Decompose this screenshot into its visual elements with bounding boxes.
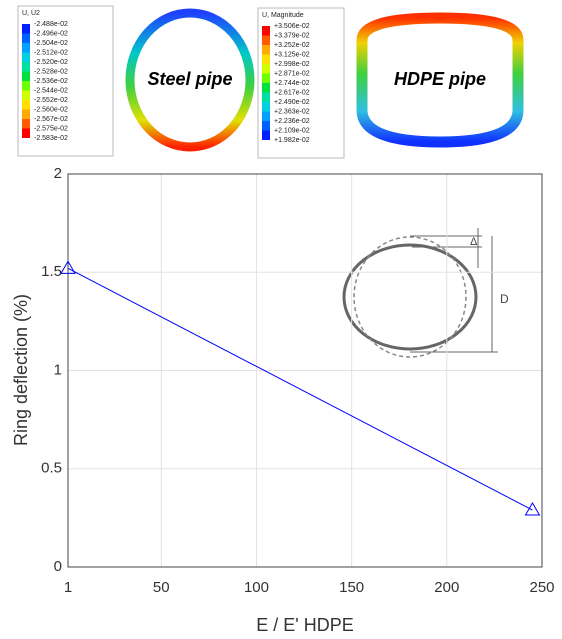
legend-level: +3.125e-02 (274, 51, 310, 58)
legend-swatch (22, 90, 30, 100)
legend-swatch (262, 121, 270, 131)
legend-level: -2.496e-02 (34, 30, 68, 37)
legend-level: +2.744e-02 (274, 80, 310, 87)
legend-swatch (262, 83, 270, 93)
legend-level: +2.617e-02 (274, 89, 310, 96)
legend-swatch (22, 128, 30, 138)
steel-ring (125, 8, 255, 152)
x-tick-label: 250 (529, 579, 554, 596)
pipe-label: Steel pipe (147, 69, 232, 89)
legend-swatch (262, 111, 270, 121)
y-tick-label: 1 (54, 361, 62, 378)
legend-level: -2.552e-02 (34, 97, 68, 104)
inset-label: Δ (470, 236, 478, 248)
marker (60, 260, 76, 274)
legend-box (257, 7, 345, 159)
pipe-label: HDPE pipe (394, 69, 486, 89)
legend-swatch (262, 130, 270, 140)
x-tick-label: 150 (339, 579, 364, 596)
legend-level: +2.363e-02 (274, 108, 310, 115)
legend-swatch (262, 73, 270, 83)
legend-swatch (262, 26, 270, 36)
legend-level: -2.583e-02 (34, 135, 68, 142)
legend-title: U, Magnitude (262, 12, 304, 19)
legend-level: -2.520e-02 (34, 59, 68, 66)
legend-level: +2.490e-02 (274, 99, 310, 106)
legend-swatch (262, 64, 270, 74)
legend-swatch (262, 54, 270, 64)
legend-level: -2.488e-02 (34, 21, 68, 28)
legend-level: +2.236e-02 (274, 118, 310, 125)
legend-level: -2.536e-02 (34, 78, 68, 85)
legend-level: -2.504e-02 (34, 40, 68, 47)
legend-level: +2.998e-02 (274, 61, 310, 68)
x-tick-label: 200 (434, 579, 459, 596)
legend-swatch (22, 43, 30, 53)
legend-swatch (22, 81, 30, 91)
legend-box (17, 5, 114, 157)
legend-level: -2.567e-02 (34, 116, 68, 123)
legend-swatch (22, 24, 30, 34)
legend-level: +2.109e-02 (274, 127, 310, 134)
legend-swatch (262, 92, 270, 102)
legend-level: +2.871e-02 (274, 70, 310, 77)
y-tick-label: 0.5 (41, 460, 62, 477)
legend-level: -2.560e-02 (34, 106, 68, 113)
legend-swatch (22, 62, 30, 72)
legend-swatch (262, 35, 270, 45)
legend-swatch (262, 102, 270, 112)
legend-level: +3.506e-02 (274, 23, 310, 30)
legend-swatch (22, 100, 30, 110)
legend-level: +3.379e-02 (274, 32, 310, 39)
plot-frame (67, 173, 543, 568)
y-tick-label: 2 (54, 165, 62, 182)
legend-swatch (22, 71, 30, 81)
hdpe-ring (356, 12, 524, 148)
y-tick-label: 1.5 (41, 263, 62, 280)
inset-label: D (500, 292, 509, 306)
x-tick-label: 1 (64, 579, 72, 596)
legend-level: +3.252e-02 (274, 42, 310, 49)
y-tick-label: 0 (54, 558, 62, 575)
legend-level: -2.512e-02 (34, 49, 68, 56)
legend-level: +1.982e-02 (274, 137, 310, 144)
legend-title: U, U2 (22, 10, 40, 17)
inset (342, 228, 498, 358)
legend-swatch (22, 109, 30, 119)
legend-swatch (22, 52, 30, 62)
marker (524, 502, 541, 516)
y-axis-label: Ring deflection (%) (11, 294, 31, 446)
legend-level: -2.544e-02 (34, 87, 68, 94)
x-tick-label: 100 (244, 579, 269, 596)
x-tick-label: 50 (153, 579, 170, 596)
legend-level: -2.528e-02 (34, 68, 68, 75)
legend-level: -2.575e-02 (34, 125, 68, 132)
line (67, 267, 533, 511)
legend-swatch (22, 33, 30, 43)
legend-swatch (262, 45, 270, 55)
legend-swatch (22, 119, 30, 129)
x-axis-label: E / E' HDPE (256, 615, 353, 635)
